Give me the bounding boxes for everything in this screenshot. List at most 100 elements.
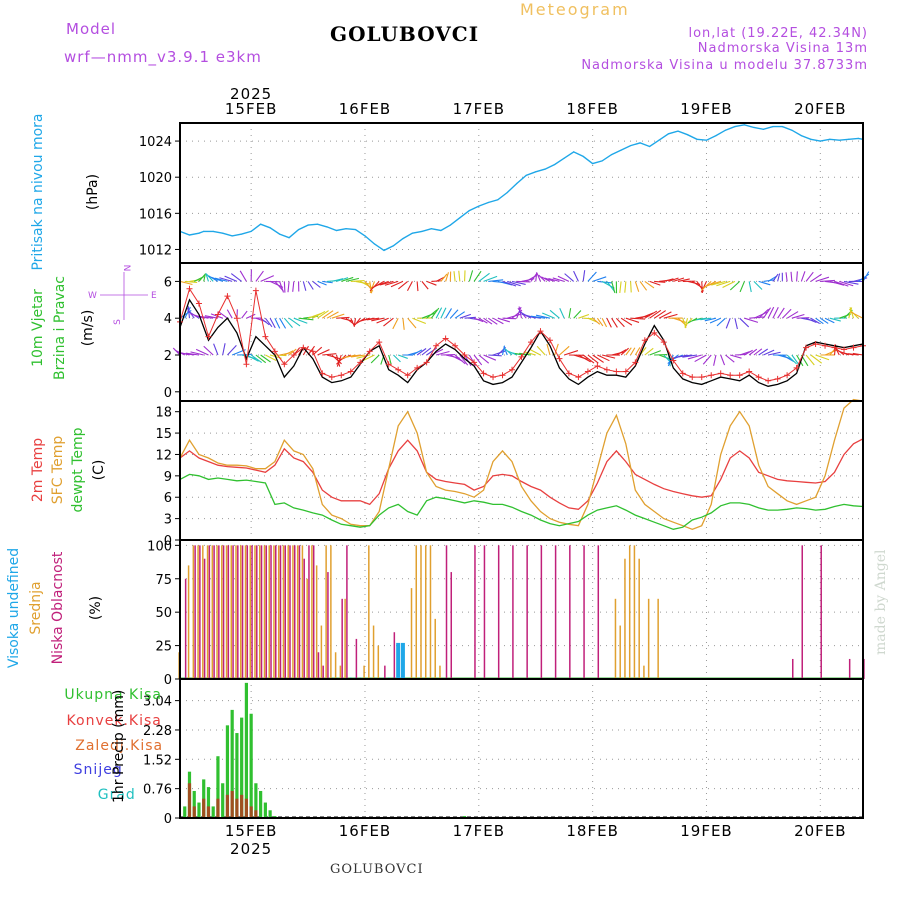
wind-arrow [552,277,565,282]
cloud-mid-bar [429,545,432,679]
cloud-mid-bar [424,545,427,679]
wind-arrow [639,281,648,291]
wind-arrow [772,306,779,319]
wind-arrow [536,345,546,356]
wind-arrow [331,313,345,319]
wind-arrow [791,313,805,319]
wind-arrow [246,313,256,319]
wind-arrow [412,349,423,356]
credit-label: made by Angel [873,549,889,656]
cloud-mid-bar [372,625,375,679]
wind-arrow [630,347,636,356]
cloud-mid-bar [311,545,313,679]
wind-ylabel: (m/s) [80,310,96,347]
pressure-point [354,228,357,231]
pressure-point [563,157,565,159]
cloud-panel [178,545,865,679]
pressure-point [241,233,243,235]
wind-arrow [820,279,835,282]
cloud-low-bar [497,545,500,679]
cloud-low-bar [346,545,348,679]
pressure-point [857,137,859,139]
wind-arrow [435,307,443,319]
cloud-mid-bar [268,545,270,679]
gust-marker [584,368,591,375]
bottom-year-label: 2025 [230,840,272,858]
cloud-mid-bar [434,618,436,679]
wind-arrow [530,315,546,319]
wind-arrow [839,280,854,287]
gust-marker [471,359,478,366]
precip-total-bar [192,790,196,818]
precip-total-bar [216,756,220,818]
gust-marker [281,361,288,368]
wind-arrow [269,317,276,329]
dewpoint-line [179,473,864,530]
wind-arrow [753,348,763,356]
gust-marker [423,359,430,366]
wind-arrow [620,347,629,356]
wind-arrow [564,273,575,282]
wind-arrow [284,350,294,356]
temp-ylabel: (C) [91,460,107,481]
cloud-mid-bar [296,545,299,679]
cloud-high-bar [400,642,405,679]
wind-arrow [356,354,370,359]
wind-arrow [602,354,616,359]
pressure-point [667,133,670,135]
y-tick-label-3: 75 [155,573,172,588]
wind-arrow [503,346,508,356]
pressure-point [506,191,508,194]
wind-arrow [725,318,731,329]
wind-arrow [557,275,570,282]
wind-arrow [702,354,712,365]
gust-marker [271,348,278,355]
wind-arrow [292,281,295,292]
wind-arrow [644,347,654,356]
cloud-low-bar [260,545,263,679]
pressure-point [848,138,850,140]
wind-arrow [331,278,344,282]
cloud-mid-bar [320,625,323,679]
cloud-ylabel: (%) [88,596,104,620]
wind-arrow [544,277,555,282]
pressure-point [316,223,319,225]
panel-frame-4 [179,678,864,819]
bottom-day-label: 15FEB [225,822,277,840]
wind-arrow [478,272,490,282]
wind-arrow [601,280,615,289]
wind-panel [172,269,870,387]
wind-arrow [478,317,488,324]
gust-marker [565,370,572,377]
wind-arrow [497,317,511,323]
pressure-point [544,168,546,170]
wind-arrow [573,270,579,282]
panel-frame-0 [179,122,864,264]
wind-arrow [597,280,613,284]
wind-arrow [542,312,555,319]
wind-arrow [487,317,498,325]
wind-arrow [725,354,735,363]
wind-arrow [620,317,633,326]
wind-arrow [820,317,829,324]
pressure-point [573,151,575,153]
y-tick-label-1: 6 [164,275,172,290]
gust-marker [509,366,516,373]
cloud-low-bar [293,545,296,679]
y-tick-label-2: 6 [164,491,172,506]
pressure-title: Pritisak na nivou mora [30,113,46,270]
gust-marker [518,353,525,360]
cloud-low-bar [597,545,600,679]
cloud-mid-bar [221,545,223,679]
wind-arrow [322,353,337,356]
cloud-low-bar [184,578,187,679]
meteogram-label: Meteogram [520,0,630,19]
cloud-mid-bar [192,545,195,679]
wind-arrow [211,276,223,282]
precip-panel [180,682,863,818]
cloud-low-bar [279,545,282,679]
cloud-low-bar [256,545,258,679]
wind-arrow [502,280,517,287]
wind-arrow [523,351,536,356]
precip-total-bar [225,725,230,818]
